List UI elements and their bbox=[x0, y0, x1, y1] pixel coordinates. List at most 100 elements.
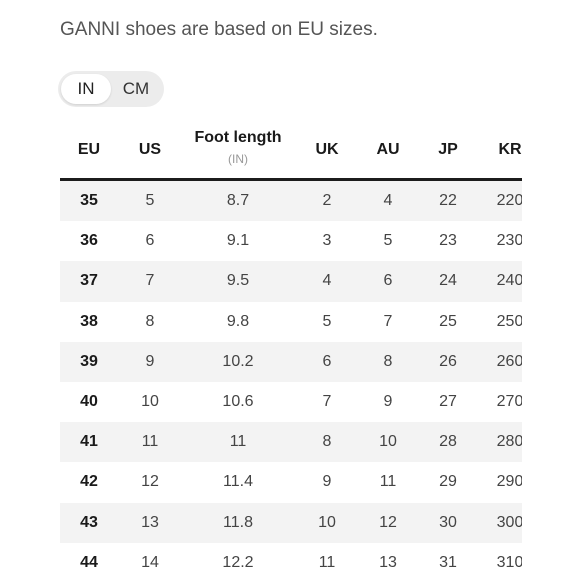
table-row: 44 14 12.2 11 13 31 310 bbox=[60, 543, 522, 580]
table-row: 43 13 11.8 10 12 30 300 bbox=[60, 502, 522, 543]
unit-toggle-cm[interactable]: CM bbox=[122, 79, 150, 98]
cell-eu: 41 bbox=[80, 433, 98, 451]
cell-uk: 7 bbox=[322, 392, 332, 410]
cell-kr: 300 bbox=[496, 513, 522, 531]
cell-kr: 290 bbox=[496, 473, 522, 491]
header-jp-label: JP bbox=[438, 141, 458, 158]
cell-foot-length: 11.8 bbox=[223, 513, 253, 531]
cell-foot-length: 9.8 bbox=[226, 312, 250, 330]
cell-kr: 240 bbox=[496, 272, 522, 290]
cell-jp: 27 bbox=[439, 392, 457, 410]
table-row: 37 7 9.5 4 6 24 240 bbox=[60, 261, 522, 302]
cell-jp: 23 bbox=[439, 232, 457, 250]
size-table-body: 35 5 8.7 2 4 22 220 36 6 9.1 3 5 23 230 … bbox=[60, 181, 522, 580]
cell-uk: 10 bbox=[318, 513, 336, 531]
cell-jp: 26 bbox=[439, 352, 457, 370]
cell-jp: 28 bbox=[439, 433, 457, 451]
cell-kr: 260 bbox=[496, 352, 522, 370]
cell-us: 10 bbox=[141, 392, 159, 410]
cell-au: 9 bbox=[383, 392, 393, 410]
cell-jp: 29 bbox=[439, 473, 457, 491]
cell-us: 14 bbox=[141, 553, 159, 571]
cell-us: 13 bbox=[141, 513, 159, 531]
cell-jp: 31 bbox=[439, 553, 457, 571]
header-us-label: US bbox=[138, 141, 162, 158]
cell-kr: 230 bbox=[496, 232, 522, 250]
cell-foot-length: 10.2 bbox=[222, 352, 254, 370]
cell-us: 6 bbox=[145, 232, 155, 250]
cell-foot-length: 11 bbox=[229, 433, 247, 451]
header-foot-length-label: Foot length bbox=[194, 129, 282, 146]
cell-uk: 8 bbox=[322, 433, 332, 451]
table-row: 38 8 9.8 5 7 25 250 bbox=[60, 302, 522, 342]
cell-uk: 11 bbox=[318, 553, 336, 571]
cell-foot-length: 8.7 bbox=[226, 192, 250, 209]
cell-au: 4 bbox=[383, 192, 393, 209]
cell-jp: 22 bbox=[439, 192, 457, 209]
cell-uk: 3 bbox=[322, 232, 332, 250]
header-eu: EU bbox=[60, 120, 118, 178]
header-jp: JP bbox=[422, 120, 474, 178]
cell-eu: 42 bbox=[80, 473, 98, 491]
cell-foot-length: 11.4 bbox=[223, 473, 253, 491]
cell-us: 5 bbox=[145, 192, 155, 209]
size-guide-intro: GANNI shoes are based on EU sizes. bbox=[60, 19, 378, 40]
cell-kr: 220 bbox=[496, 192, 522, 209]
cell-jp: 24 bbox=[439, 272, 457, 290]
cell-eu: 38 bbox=[80, 312, 98, 330]
cell-us: 8 bbox=[145, 312, 155, 330]
cell-kr: 310 bbox=[496, 553, 522, 571]
cell-us: 7 bbox=[145, 272, 155, 290]
cell-foot-length: 10.6 bbox=[222, 392, 254, 410]
cell-kr: 250 bbox=[496, 312, 522, 330]
cell-au: 10 bbox=[379, 433, 397, 451]
unit-toggle-in[interactable]: IN bbox=[61, 74, 111, 104]
cell-eu: 35 bbox=[80, 192, 98, 209]
size-table-header: EU US Foot length (IN) UK AU JP KR bbox=[60, 120, 522, 181]
table-row: 40 10 10.6 7 9 27 270 bbox=[60, 382, 522, 422]
header-kr-label: KR bbox=[498, 141, 522, 158]
cell-uk: 6 bbox=[322, 352, 332, 370]
cell-jp: 25 bbox=[439, 312, 457, 330]
header-uk: UK bbox=[300, 120, 354, 178]
cell-us: 9 bbox=[145, 352, 155, 370]
cell-eu: 40 bbox=[80, 392, 98, 410]
unit-toggle: IN CM bbox=[58, 71, 164, 107]
header-au-label: AU bbox=[376, 141, 400, 158]
cell-uk: 5 bbox=[322, 312, 332, 330]
cell-au: 11 bbox=[379, 473, 397, 491]
cell-uk: 9 bbox=[322, 473, 332, 491]
table-row: 36 6 9.1 3 5 23 230 bbox=[60, 221, 522, 261]
header-kr: KR bbox=[488, 120, 522, 178]
header-uk-label: UK bbox=[315, 141, 339, 158]
cell-au: 8 bbox=[383, 352, 393, 370]
cell-foot-length: 9.1 bbox=[226, 232, 250, 250]
header-foot-length-unit: (IN) bbox=[228, 152, 248, 166]
cell-us: 12 bbox=[141, 473, 159, 491]
header-eu-label: EU bbox=[77, 141, 101, 158]
header-foot-length: Foot length (IN) bbox=[188, 120, 288, 178]
cell-au: 7 bbox=[383, 312, 393, 330]
cell-eu: 44 bbox=[80, 553, 98, 571]
cell-kr: 280 bbox=[496, 433, 522, 451]
cell-jp: 30 bbox=[439, 513, 457, 531]
cell-us: 11 bbox=[141, 433, 159, 451]
cell-uk: 4 bbox=[322, 272, 332, 290]
cell-eu: 43 bbox=[80, 513, 98, 531]
cell-eu: 36 bbox=[80, 232, 98, 250]
header-au: AU bbox=[360, 120, 416, 178]
cell-uk: 2 bbox=[322, 192, 332, 209]
cell-kr: 270 bbox=[496, 392, 522, 410]
cell-eu: 39 bbox=[80, 352, 98, 370]
cell-au: 6 bbox=[383, 272, 393, 290]
table-row: 41 11 11 8 10 28 280 bbox=[60, 422, 522, 463]
cell-foot-length: 9.5 bbox=[226, 272, 250, 290]
cell-au: 12 bbox=[379, 513, 397, 531]
cell-foot-length: 12.2 bbox=[222, 553, 254, 571]
cell-eu: 37 bbox=[80, 272, 98, 290]
cell-au: 13 bbox=[379, 553, 397, 571]
size-table: EU US Foot length (IN) UK AU JP KR 35 5 … bbox=[60, 120, 522, 580]
cell-au: 5 bbox=[383, 232, 393, 250]
table-row: 39 9 10.2 6 8 26 260 bbox=[60, 341, 522, 382]
